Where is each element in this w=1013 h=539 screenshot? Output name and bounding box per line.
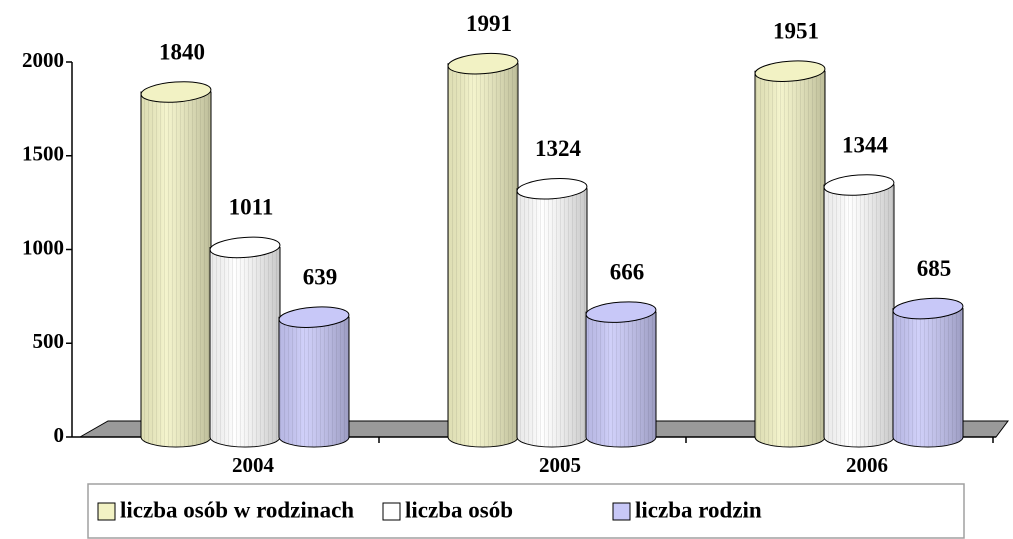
value-label: 1011 xyxy=(229,195,274,220)
cylinder-stripes xyxy=(517,188,587,447)
legend xyxy=(87,483,965,539)
legend-swatch xyxy=(97,502,116,521)
cylinder-top xyxy=(892,297,964,320)
cylinder-stripes xyxy=(141,92,211,447)
cylinder-top xyxy=(447,52,519,75)
y-tick-label: 1500 xyxy=(22,142,64,166)
cylinder-top xyxy=(585,301,657,323)
value-label: 1991 xyxy=(466,11,512,36)
x-tick-label: 2005 xyxy=(539,453,581,477)
cylinder xyxy=(823,174,895,448)
value-label: 1344 xyxy=(842,132,889,157)
cylinder xyxy=(516,177,588,448)
cylinder-stripes xyxy=(893,308,963,447)
legend-label: liczba osób w rodzinach xyxy=(120,497,354,522)
cylinder-top xyxy=(278,306,350,328)
value-label: 666 xyxy=(610,259,645,284)
cylinder-stripes xyxy=(824,185,894,447)
cylinder xyxy=(140,81,212,448)
cylinder-top xyxy=(754,60,826,82)
value-label: 1324 xyxy=(535,136,582,161)
legend-label: liczba osób xyxy=(405,497,513,522)
cylinder-stripes xyxy=(755,71,825,447)
value-label: 1840 xyxy=(159,39,205,64)
y-tick-label: 2000 xyxy=(22,48,64,72)
y-tick-label: 1000 xyxy=(22,235,64,259)
cylinder xyxy=(447,52,519,448)
y-tick-label: 500 xyxy=(33,329,65,353)
y-tick-label: 0 xyxy=(54,423,65,447)
cylinder-top xyxy=(516,177,588,200)
value-label: 639 xyxy=(303,264,338,289)
value-label: 1951 xyxy=(773,18,819,43)
cylinder-top xyxy=(209,236,281,259)
cylinder xyxy=(209,236,281,448)
cylinder-stripes xyxy=(279,317,349,447)
x-tick-label: 2006 xyxy=(846,453,888,477)
value-label: 685 xyxy=(917,256,952,281)
legend-swatch xyxy=(612,502,631,521)
cylinder-stripes xyxy=(210,247,280,447)
cylinder-top xyxy=(140,81,212,103)
legend-swatch xyxy=(382,502,401,521)
cylinder xyxy=(892,297,964,448)
cylinder-top xyxy=(823,174,895,196)
legend-label: liczba rodzin xyxy=(635,497,762,522)
cylinder xyxy=(585,301,657,448)
cylinder-stripes xyxy=(448,63,518,447)
cylinder-stripes xyxy=(586,312,656,447)
x-tick-label: 2004 xyxy=(232,453,275,477)
cylinder xyxy=(754,60,826,448)
cylinder xyxy=(278,306,350,448)
